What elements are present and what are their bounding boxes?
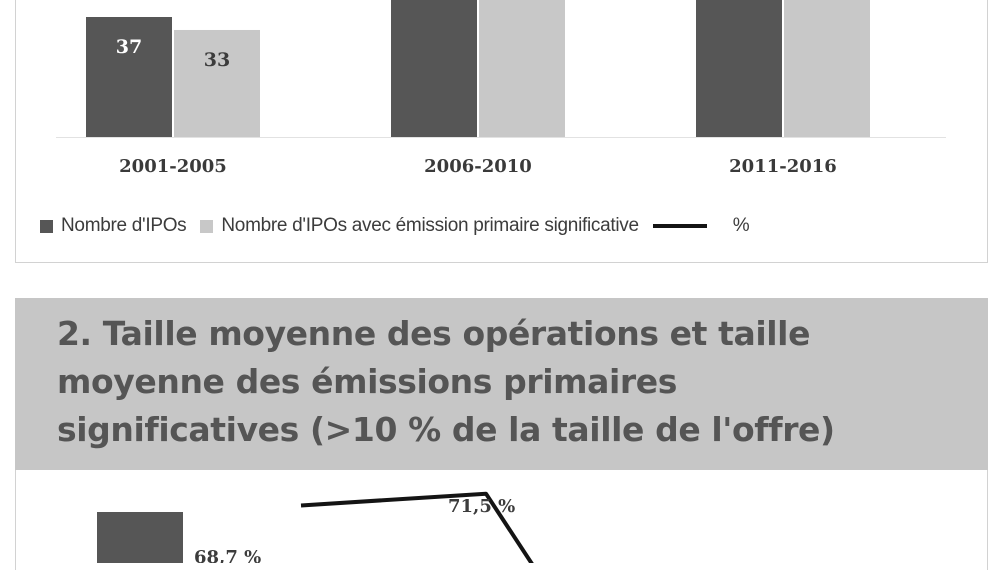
data-label-2001-2005-series-1: 37	[116, 36, 142, 58]
bar-2006-2010-series-1	[391, 0, 477, 137]
legend-swatch-dark	[40, 219, 53, 233]
bar-2001-2005-series-1	[86, 17, 172, 137]
x-tick-label-2006-2010: 2006-2010	[424, 156, 532, 177]
chart-legend: Nombre d'IPOs Nombre d'IPOs avec émissio…	[40, 214, 763, 238]
legend-label-percent: %	[732, 215, 750, 236]
legend-swatch-light	[200, 219, 214, 233]
bar-first-period	[97, 512, 183, 563]
legend-label-ipos: Nombre d'IPOs	[61, 215, 187, 236]
x-tick-label-2011-2016: 2011-2016	[729, 156, 837, 177]
percent-line	[300, 491, 534, 563]
data-label-2001-2005-series-2: 33	[204, 49, 230, 71]
bar-2006-2010-series-2	[479, 0, 565, 137]
chart-2-title-line-1: 2. Taille moyenne des opérations et tail…	[57, 314, 811, 353]
x-tick-label-2001-2005: 2001-2005	[119, 156, 227, 177]
bar-2001-2005-series-2	[174, 29, 260, 137]
chart-2-title-line-2: moyenne des émissions primaires	[57, 362, 677, 401]
chart-2-title: 2. Taille moyenne des opérations et tail…	[57, 310, 988, 454]
legend-item-primary: Nombre d'IPOs avec émission primaire sig…	[200, 215, 639, 237]
legend-item-ipos: Nombre d'IPOs	[40, 215, 187, 237]
bar-2011-2016-series-1	[696, 0, 782, 137]
chart-panel-2: 68,7 % 71,5 %	[15, 470, 988, 570]
bar-2011-2016-series-2	[784, 0, 870, 137]
legend-label-primary: Nombre d'IPOs avec émission primaire sig…	[221, 215, 639, 236]
legend-swatch-line	[652, 224, 707, 228]
point-label-2: 71,5 %	[448, 496, 515, 517]
point-label-1: 68,7 %	[194, 547, 261, 563]
average-size-line-chart: 68,7 % 71,5 %	[97, 491, 534, 563]
legend-item-percent: %	[652, 215, 750, 237]
chart-2-header: 2. Taille moyenne des opérations et tail…	[15, 298, 988, 470]
chart-2-title-line-3: significatives (>10 % de la taille de l'…	[57, 410, 835, 449]
